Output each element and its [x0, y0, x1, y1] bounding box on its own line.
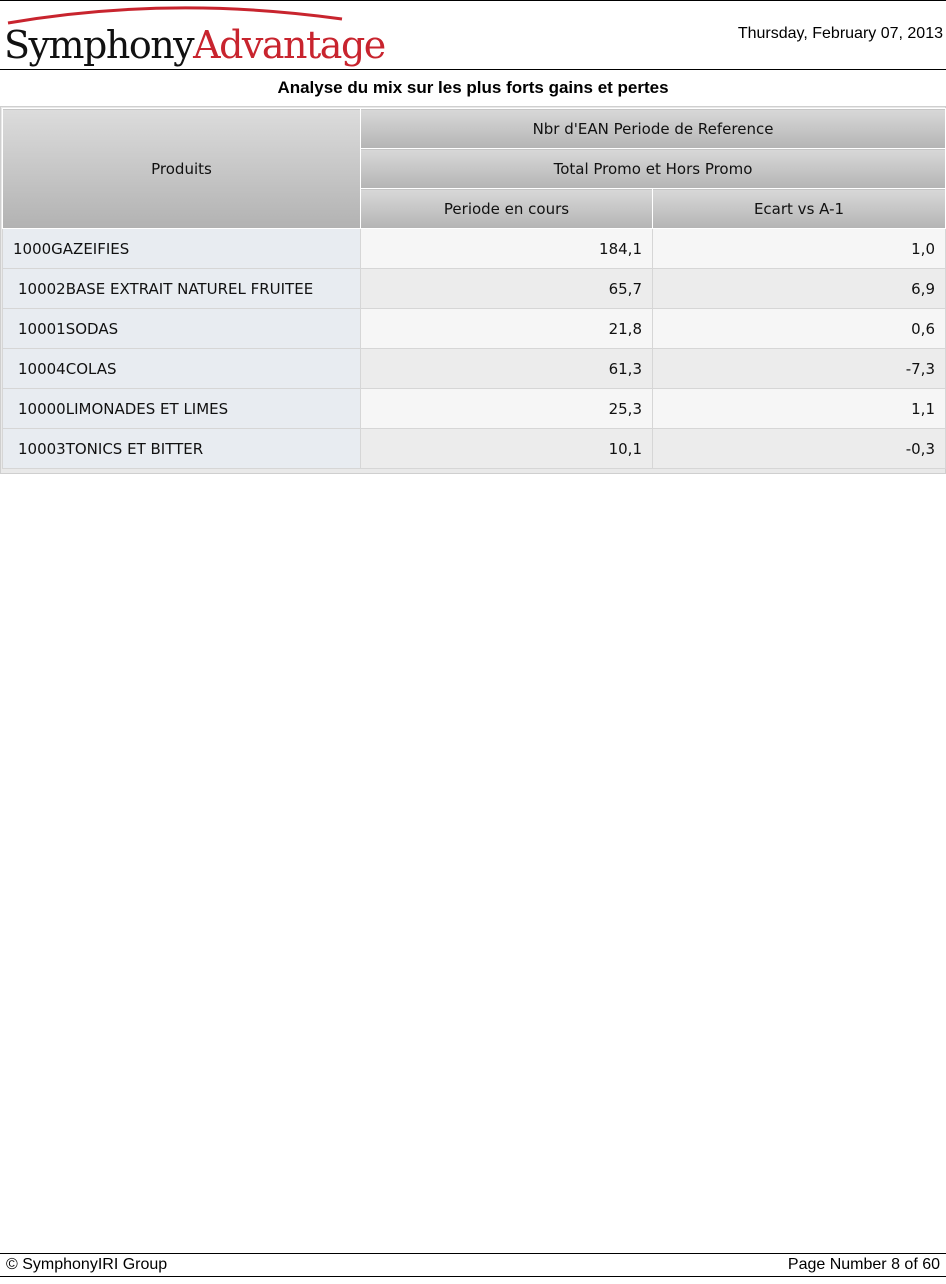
table-row: 10002BASE EXTRAIT NATUREL FRUITEE 65,7 6…: [2, 268, 946, 309]
row-label: 10003TONICS ET BITTER: [2, 428, 361, 469]
scope-header: Total Promo et Hors Promo: [360, 148, 946, 189]
footer-page-number: Page Number 8 of 60: [787, 1256, 940, 1273]
cell-current-period: 65,7: [360, 268, 653, 309]
cell-variance: 0,6: [652, 308, 946, 349]
logo-text-symphony: Symphony: [4, 23, 195, 67]
cell-variance: -7,3: [652, 348, 946, 389]
cell-current-period: 25,3: [360, 388, 653, 429]
symphony-advantage-logo: SymphonyAdvantage: [0, 1, 386, 69]
cell-current-period: 10,1: [360, 428, 653, 469]
cell-current-period: 184,1: [360, 228, 653, 269]
row-label: 10000LIMONADES ET LIMES: [2, 388, 361, 429]
page-header: SymphonyAdvantage Thursday, February 07,…: [0, 0, 946, 70]
logo-wordmark: SymphonyAdvantage: [4, 23, 386, 67]
row-label: 10002BASE EXTRAIT NATUREL FRUITEE: [2, 268, 361, 309]
column-header-current-period: Periode en cours: [360, 188, 653, 229]
footer-copyright: © SymphonyIRI Group: [6, 1256, 168, 1273]
table-row: 1000GAZEIFIES 184,1 1,0: [2, 228, 946, 269]
cell-variance: 1,1: [652, 388, 946, 429]
table-row: 10001SODAS 21,8 0,6: [2, 308, 946, 349]
table-row: 10003TONICS ET BITTER 10,1 -0,3: [2, 428, 946, 469]
row-label: 10004COLAS: [2, 348, 361, 389]
data-table: Produits Nbr d'EAN Periode de Reference …: [2, 108, 946, 469]
cell-variance: 1,0: [652, 228, 946, 269]
logo-text-advantage: Advantage: [193, 23, 386, 67]
row-label: 1000GAZEIFIES: [2, 228, 361, 269]
table-row: 10004COLAS 61,3 -7,3: [2, 348, 946, 389]
logo-swoosh-icon: [7, 6, 343, 25]
page-footer: © SymphonyIRI Group Page Number 8 of 60: [0, 1253, 946, 1277]
cell-variance: -0,3: [652, 428, 946, 469]
cell-current-period: 21,8: [360, 308, 653, 349]
cell-current-period: 61,3: [360, 348, 653, 389]
table-row: 10000LIMONADES ET LIMES 25,3 1,1: [2, 388, 946, 429]
measure-header: Nbr d'EAN Periode de Reference: [360, 108, 946, 149]
row-label: 10001SODAS: [2, 308, 361, 349]
report-date: Thursday, February 07, 2013: [737, 25, 943, 42]
data-table-container: Produits Nbr d'EAN Periode de Reference …: [0, 106, 946, 474]
products-header: Produits: [2, 108, 361, 229]
column-header-variance: Ecart vs A-1: [652, 188, 946, 229]
cell-variance: 6,9: [652, 268, 946, 309]
report-title: Analyse du mix sur les plus forts gains …: [277, 78, 669, 97]
